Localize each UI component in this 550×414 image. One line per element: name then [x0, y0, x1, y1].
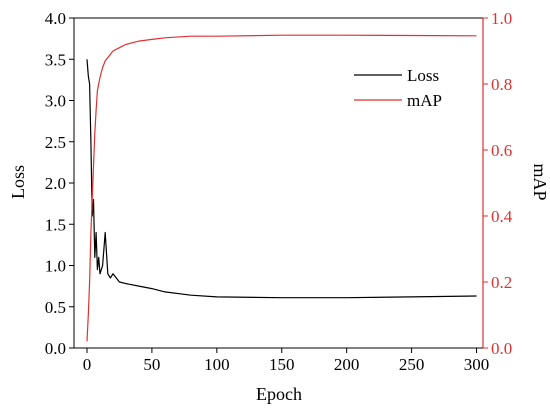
x-tick-label: 250 — [399, 355, 425, 374]
x-tick-label: 150 — [269, 355, 295, 374]
y-left-tick-label: 0.0 — [45, 339, 66, 358]
y-right-tick-label: 0.2 — [491, 273, 512, 292]
y-right-tick-label: 0.4 — [491, 207, 513, 226]
legend-label-map: mAP — [407, 91, 442, 110]
x-tick-label: 300 — [464, 355, 490, 374]
y-right-tick-label: 0.8 — [491, 75, 512, 94]
series — [86, 34, 477, 342]
y-axis-label-left: Loss — [8, 165, 28, 199]
legend-label-loss: Loss — [407, 66, 439, 85]
y-right-tick-label: 0.0 — [491, 339, 512, 358]
y-left-tick-label: 2.5 — [45, 133, 66, 152]
y-left-tick-label: 1.0 — [45, 257, 66, 276]
x-tick-label: 100 — [204, 355, 230, 374]
x-tick-label: 0 — [83, 355, 92, 374]
ticks: 0 50 100 150 200 250 3000.00.51.01.52.02.53.03… — [45, 9, 513, 374]
series-line-map — [86, 34, 477, 342]
y-left-tick-label: 0.5 — [45, 298, 66, 317]
legend: Loss mAP — [354, 66, 442, 110]
x-axis-label: Epoch — [256, 384, 302, 404]
y-axis-label-right: mAP — [530, 163, 550, 200]
series-line-loss — [86, 59, 477, 299]
x-tick-label: 50 — [143, 355, 160, 374]
y-left-tick-label: 2.0 — [45, 174, 66, 193]
y-left-tick-label: 3.0 — [45, 92, 66, 111]
y-right-tick-label: 0.6 — [491, 141, 512, 160]
y-left-tick-label: 4.0 — [45, 9, 66, 28]
x-tick-label: 200 — [334, 355, 360, 374]
y-left-tick-label: 1.5 — [45, 215, 66, 234]
y-left-tick-label: 3.5 — [45, 50, 66, 69]
y-right-tick-label: 1.0 — [491, 9, 512, 28]
